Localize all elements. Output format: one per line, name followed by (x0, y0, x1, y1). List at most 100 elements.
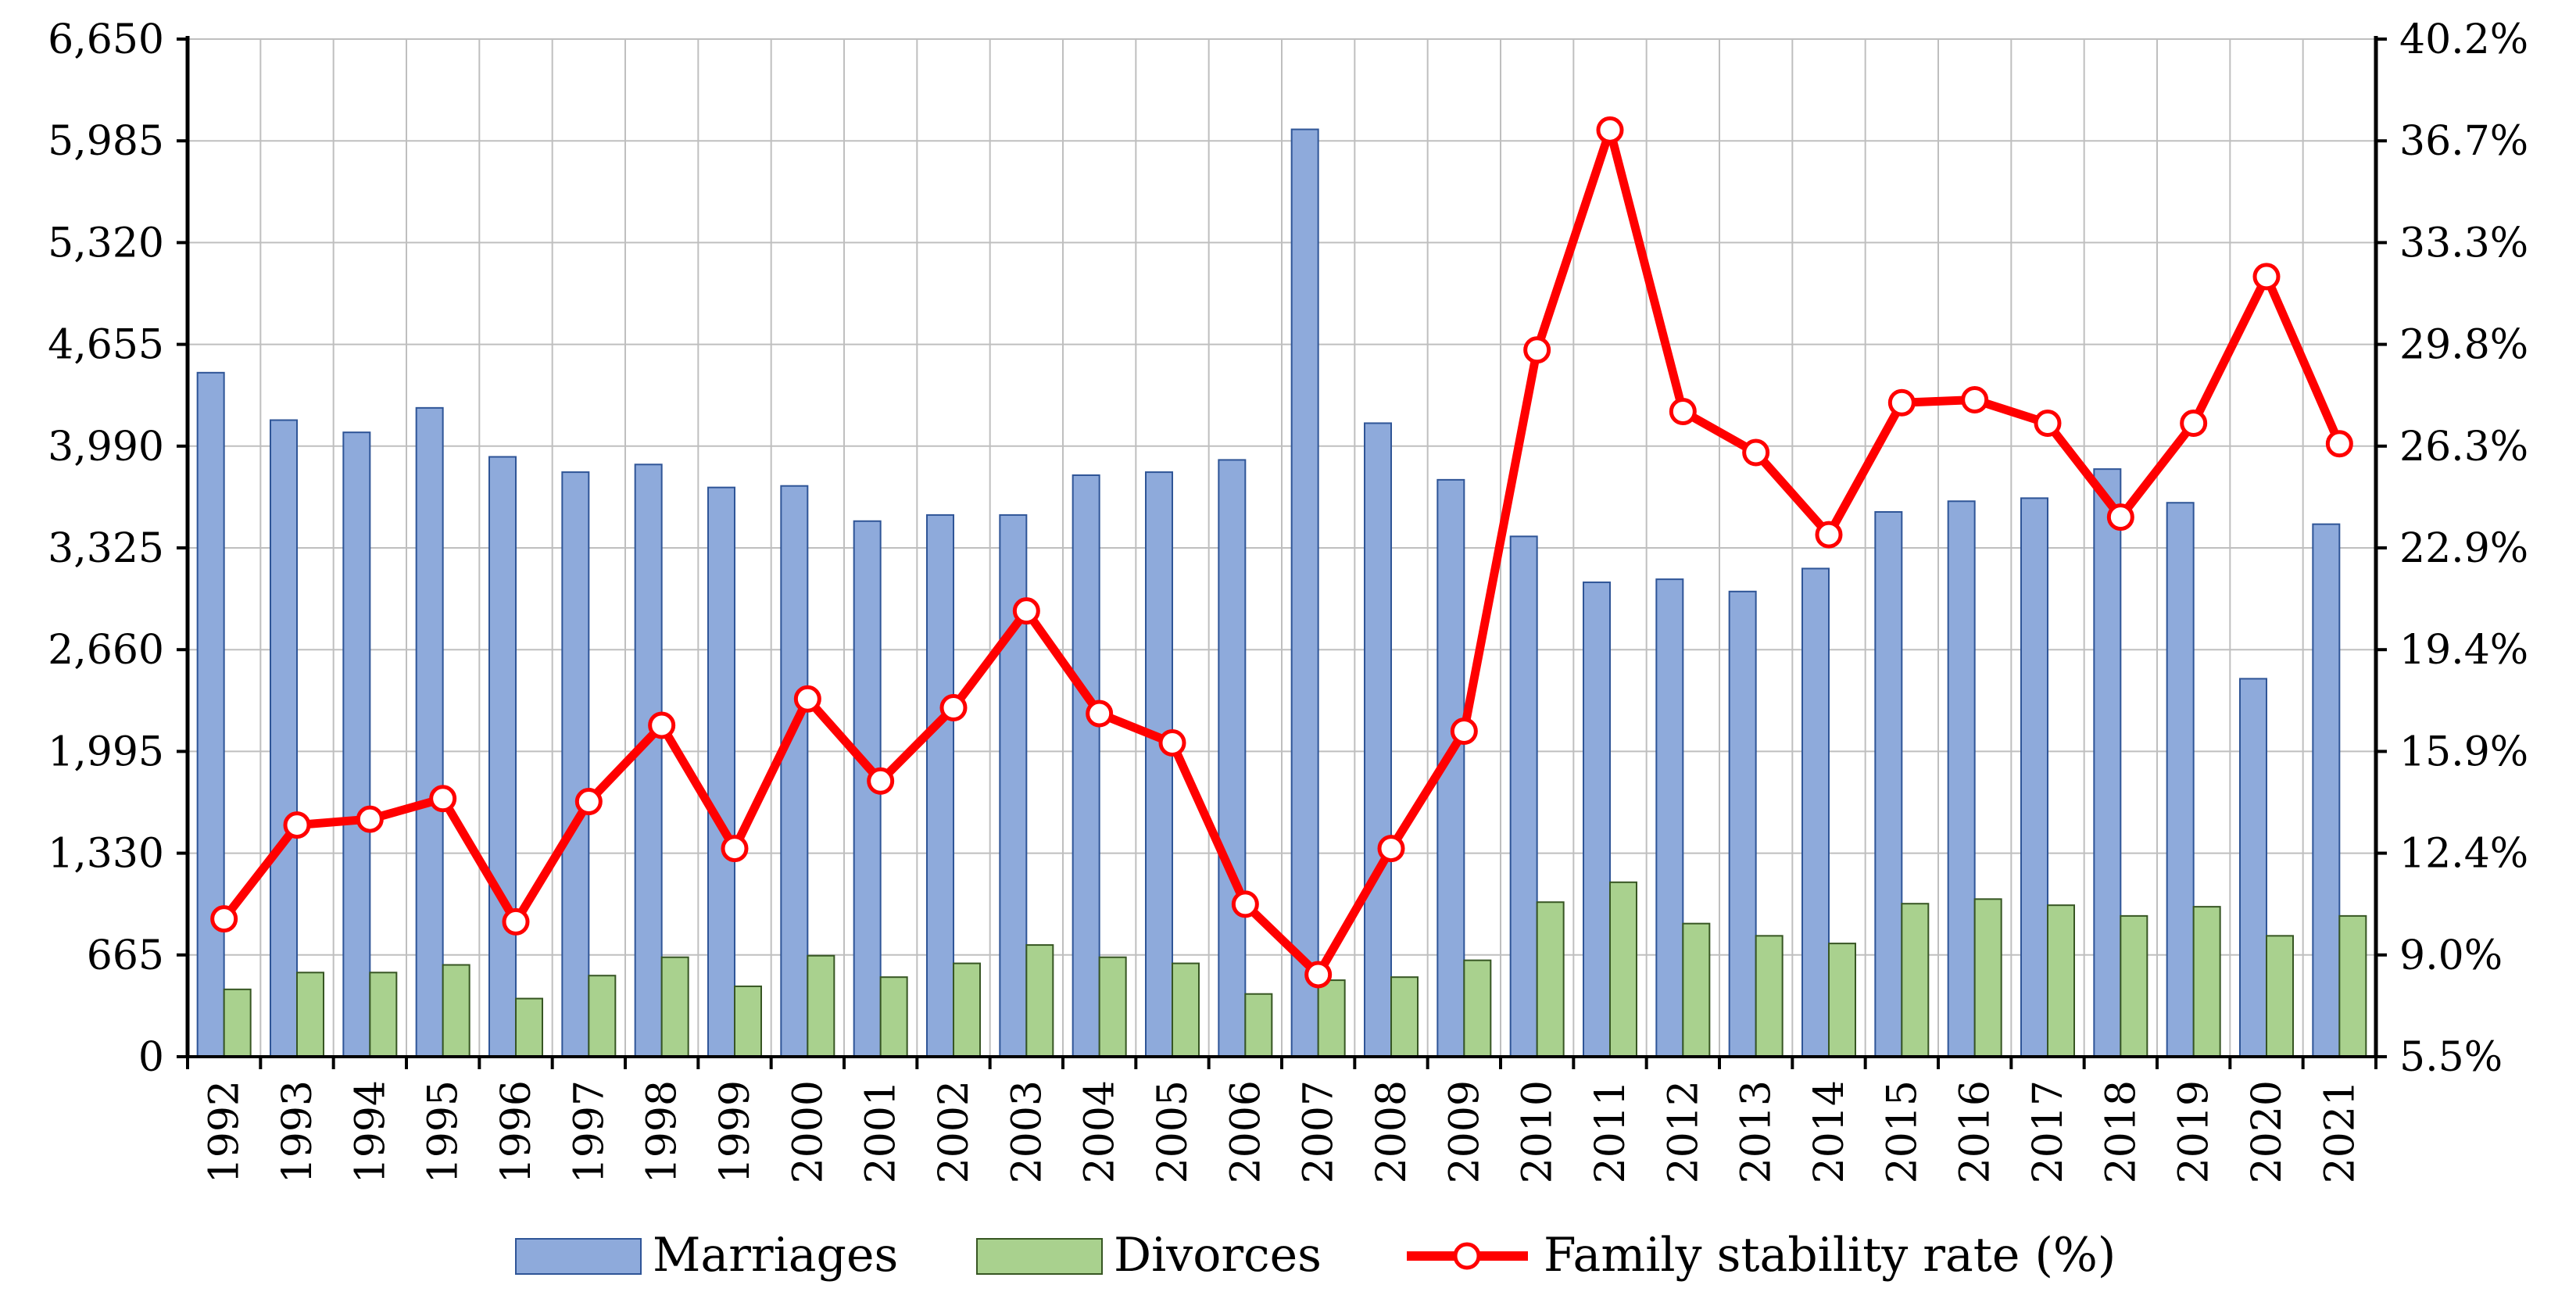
marriages-bar (196, 371, 225, 1057)
left-axis-tick-label: 0 (138, 1034, 164, 1081)
divorces-bar (2047, 904, 2075, 1058)
stability-rate-point (2180, 410, 2208, 438)
stability-rate-point (356, 805, 384, 833)
right-axis-tick-label: 12.4% (2399, 831, 2528, 878)
right-axis-tick-label: 33.3% (2399, 220, 2528, 267)
stability-rate-point (502, 907, 530, 936)
x-axis-tick-label: 2001 (858, 1080, 905, 1183)
divorces-bar (807, 954, 835, 1057)
left-axis-tick-label: 6,650 (48, 16, 164, 63)
x-axis-tick-label: 1996 (493, 1080, 540, 1183)
divorces-bar (660, 956, 689, 1057)
legend-swatch-marriages (515, 1238, 642, 1275)
divorces-bar (442, 964, 470, 1058)
stability-rate-point (1596, 116, 1624, 144)
marriages-bar (2312, 523, 2341, 1057)
stability-rate-point (1012, 597, 1040, 625)
stability-rate-point (1086, 700, 1114, 728)
x-axis-tick-label: 2011 (1587, 1080, 1634, 1183)
x-axis-tick-label: 2016 (1952, 1080, 1999, 1183)
divorces-bar (1682, 922, 1711, 1058)
stability-rate-point (1742, 438, 1770, 467)
divorces-bar (2266, 935, 2294, 1057)
stability-rate-point (574, 788, 603, 816)
stability-rate-point (1523, 336, 1551, 364)
divorces-bar (1536, 901, 1565, 1058)
marriages-bar (2239, 678, 2267, 1058)
stability-rate-point (793, 685, 821, 713)
left-axis-tick-label: 665 (87, 932, 164, 979)
marriages-bar (1655, 578, 1684, 1057)
right-axis-tick-label: 29.8% (2399, 322, 2528, 369)
divorces-bar (734, 985, 762, 1058)
divorces-bar (953, 962, 981, 1058)
divorces-bar (1609, 881, 1637, 1058)
stability-rate-point (648, 711, 676, 739)
marriages-bar (415, 406, 444, 1057)
marriages-bar (1583, 582, 1611, 1057)
x-axis-tick-label: 2019 (2171, 1080, 2218, 1183)
right-axis-tick-label: 36.7% (2399, 118, 2528, 165)
x-axis-tick-label: 1999 (712, 1080, 759, 1183)
x-axis-tick-label: 2013 (1733, 1080, 1780, 1183)
divorces-bar (879, 976, 908, 1057)
marriages-bar (1364, 422, 1392, 1057)
x-axis-tick-label: 2015 (1879, 1080, 1926, 1183)
bars (196, 128, 2367, 1058)
left-axis-tick-label: 5,320 (48, 220, 164, 267)
right-axis-tick-label: 9.0% (2399, 932, 2503, 979)
left-axis-tick-label: 3,990 (48, 424, 164, 471)
divorces-bar (1098, 956, 1127, 1057)
marriages-bar (634, 463, 663, 1057)
stability-rate-line (210, 116, 2353, 989)
stability-rate-point (1887, 388, 1916, 417)
legend-label-stability: Family stability rate (%) (1544, 1228, 2116, 1283)
stability-rate-point (939, 693, 968, 721)
divorces-bar (1828, 943, 1856, 1058)
x-axis-tick-label: 2003 (1004, 1080, 1050, 1183)
right-axis-tick-label: 15.9% (2399, 728, 2528, 775)
x-axis-tick-label: 1994 (347, 1080, 394, 1183)
divorces-bar (2338, 914, 2367, 1057)
right-axis-tick-label: 19.4% (2399, 627, 2528, 674)
left-axis-tick-labels: 0 665 1,330 1,995 2,660 3,325 3,990 4,655 5,320 5… (48, 16, 164, 1081)
divorces-bar (1025, 944, 1054, 1058)
stability-rate-point (1231, 890, 1259, 918)
x-axis-tick-label: 1993 (274, 1080, 321, 1183)
x-axis-tick-label: 2017 (2025, 1080, 2072, 1183)
x-axis-tick-label: 2012 (1660, 1080, 1707, 1183)
marriages-bar (1947, 500, 1976, 1057)
x-axis-tick-label: 1998 (639, 1080, 686, 1183)
stability-rate-point (2106, 503, 2134, 531)
divorces-bar (2192, 906, 2221, 1058)
stability-rate-point (1815, 521, 1843, 549)
marriages-bar (1290, 128, 1319, 1058)
marriages-bar (1145, 471, 1173, 1057)
x-axis-tick-label: 2020 (2244, 1080, 2291, 1183)
x-axis-tick-label: 2018 (2098, 1080, 2145, 1183)
left-axis-tick-label: 3,325 (48, 525, 164, 572)
marriages-bar (270, 419, 298, 1057)
right-axis-tick-label: 22.9% (2399, 525, 2528, 572)
divorces-bar (369, 972, 398, 1058)
stability-rate-point (1961, 386, 1989, 414)
marriages-bar (342, 431, 371, 1057)
left-axis-tick-label: 1,995 (48, 728, 164, 775)
stability-rate-point (283, 811, 311, 839)
x-axis-tick-labels: 1992 1993 1994 1995 1996 1997 1998 1999 2000 2001… (202, 1080, 2364, 1183)
divorces-bar (588, 975, 617, 1057)
marriages-bar (1801, 567, 1830, 1057)
divorces-bar (1463, 959, 1492, 1057)
divorces-bar (223, 988, 252, 1058)
right-axis-tick-labels: 5.5% 9.0% 12.4% 15.9% 19.4% 22.9% 26.3% 29.8% 33… (2399, 16, 2528, 1081)
x-axis-tick-label: 2010 (1515, 1080, 1562, 1183)
x-axis-tick-label: 2006 (1222, 1080, 1269, 1183)
stability-rate-point (1158, 729, 1186, 757)
x-axis-tick-label: 1997 (566, 1080, 613, 1183)
x-axis-tick-label: 2000 (785, 1080, 832, 1183)
marriages-bar (2093, 468, 2122, 1057)
right-axis-tick-label: 40.2% (2399, 16, 2528, 63)
marriages-bar (1874, 510, 1903, 1057)
marriages-bar (1509, 535, 1538, 1057)
marriages-bar (2020, 497, 2048, 1057)
